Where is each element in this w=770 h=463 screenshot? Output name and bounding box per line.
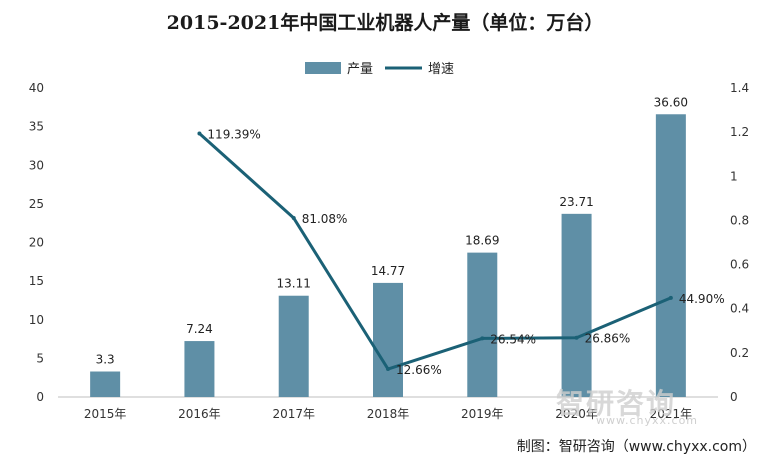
y-left-tick-label: 40 <box>29 81 44 95</box>
watermark-url: www.chyxx.com <box>596 414 699 427</box>
growth-value-label: 119.39% <box>207 127 260 141</box>
legend-label-line: 增速 <box>428 62 454 77</box>
bar-value-label: 36.60 <box>654 95 688 109</box>
bar-value-label: 3.3 <box>96 353 115 367</box>
growth-point <box>197 131 202 136</box>
growth-point <box>291 216 296 221</box>
growth-value-label: 26.86% <box>585 332 631 346</box>
x-tick-label: 2019年 <box>461 407 504 421</box>
growth-value-label: 44.90% <box>679 292 725 306</box>
growth-point <box>480 336 485 341</box>
y-left-tick-label: 5 <box>36 351 44 365</box>
growth-value-label: 81.08% <box>302 212 348 226</box>
y-left-tick-label: 0 <box>36 390 44 404</box>
watermark-logo: 智研咨询 <box>556 387 677 420</box>
legend-swatch-bar <box>305 62 341 74</box>
bar <box>90 371 121 397</box>
y-right-tick-label: 1 <box>730 169 738 183</box>
y-left-tick-label: 10 <box>29 313 44 327</box>
source-note: 制图：智研咨询（www.chyxx.com） <box>516 439 756 455</box>
legend-label-bar: 产量 <box>347 62 373 77</box>
x-tick-label: 2017年 <box>272 407 315 421</box>
x-tick-label: 2018年 <box>367 407 410 421</box>
chart-title: 2015-2021年中国工业机器人产量（单位：万台） <box>166 12 604 34</box>
growth-point <box>574 335 579 340</box>
growth-line <box>198 132 672 371</box>
bar <box>467 252 498 397</box>
y-right-tick-label: 0.8 <box>730 213 749 227</box>
y-right-tick-label: 0.4 <box>730 302 749 316</box>
bar-value-label: 18.69 <box>465 234 499 248</box>
x-tick-label: 2020年 <box>555 407 598 421</box>
growth-value-label: 26.54% <box>490 332 536 346</box>
bar-value-label: 14.77 <box>371 264 405 278</box>
y-left-tick-label: 20 <box>29 236 44 250</box>
bar <box>184 341 215 397</box>
growth-point <box>668 295 673 300</box>
bar <box>373 282 403 397</box>
growth-point <box>386 367 390 372</box>
x-tick-label: 2021年 <box>650 407 693 421</box>
bar-value-label: 13.11 <box>277 277 311 291</box>
bar <box>561 213 592 397</box>
y-left-tick-label: 25 <box>29 197 44 211</box>
y-left-tick-label: 15 <box>29 274 44 288</box>
bar <box>655 114 686 397</box>
y-right-tick-label: 0 <box>730 390 738 404</box>
y-right-tick-label: 0.2 <box>730 346 749 360</box>
y-right-tick-label: 1.4 <box>730 81 749 95</box>
bar <box>278 295 309 397</box>
y-right-tick-label: 1.2 <box>730 125 749 139</box>
y-left-tick-label: 30 <box>29 158 44 172</box>
bar-value-label: 7.24 <box>186 322 213 336</box>
y-left-tick-label: 35 <box>29 120 44 134</box>
bar-value-label: 23.71 <box>559 195 593 209</box>
growth-value-label: 12.66% <box>396 363 442 377</box>
y-right-tick-label: 0.6 <box>730 258 749 272</box>
x-tick-label: 2015年 <box>84 407 127 421</box>
x-tick-label: 2016年 <box>178 407 221 421</box>
